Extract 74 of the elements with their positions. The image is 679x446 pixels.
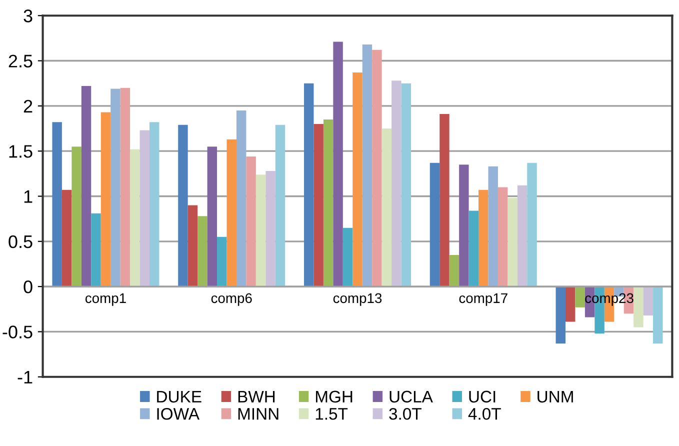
x-tick-label: comp13: [333, 293, 382, 306]
bar: [226, 139, 236, 287]
legend-label: MGH: [316, 390, 352, 403]
legend-label: 3.0T: [389, 408, 422, 420]
bar: [440, 114, 450, 287]
legend-label: MINN: [238, 408, 278, 420]
bar: [430, 162, 440, 287]
y-tick-label: 0.5: [8, 235, 32, 248]
bar: [52, 122, 62, 287]
y-tick-label: 2.5: [8, 54, 32, 68]
bar: [565, 286, 576, 322]
bar: [352, 72, 362, 287]
bar: [527, 162, 537, 287]
legend-label: BWH: [238, 390, 275, 402]
bar: [256, 174, 266, 287]
y-tick-label: 3: [24, 10, 32, 22]
bar: [217, 236, 227, 287]
bar: [643, 286, 654, 316]
bar: [382, 128, 392, 287]
bar: [149, 122, 160, 287]
bar: [459, 164, 469, 287]
y-tick-label: -0.5: [2, 326, 32, 338]
bar: [110, 88, 120, 287]
bar: [372, 50, 382, 287]
bar: [81, 86, 92, 287]
y-tick-label: -1: [18, 370, 32, 384]
bar: [314, 124, 324, 287]
bar: [342, 228, 353, 287]
bar: [333, 42, 343, 287]
bar: [188, 205, 198, 287]
bar: [275, 124, 286, 287]
legend-label: IOWA: [157, 408, 200, 420]
bar: [575, 286, 585, 308]
bar: [120, 88, 130, 287]
bar: [198, 216, 208, 287]
x-tick-label: comp6: [211, 293, 252, 306]
x-tick-label: comp1: [85, 293, 126, 306]
y-tick-label: 2: [24, 100, 32, 112]
legend-label: 4.0T: [468, 408, 501, 420]
bar: [266, 170, 276, 287]
y-tick-label: 1.5: [9, 145, 32, 158]
legend-label: UCI: [469, 390, 496, 403]
bar: [140, 130, 150, 287]
bar: [498, 187, 508, 287]
bar: [130, 149, 140, 287]
legend-label: UCLA: [390, 390, 433, 403]
y-tick-label: 1: [24, 190, 32, 203]
bar: [323, 119, 334, 287]
bar: [468, 210, 479, 287]
legend-label: UNM: [538, 390, 573, 403]
bar: [100, 112, 111, 287]
bar: [304, 83, 314, 287]
x-tick-label: comp17: [459, 293, 508, 306]
bar: [362, 44, 372, 287]
bar: [488, 166, 498, 287]
bar: [478, 190, 488, 287]
bar: [508, 198, 518, 287]
bar: [236, 110, 246, 287]
bar: [178, 124, 188, 287]
bar: [449, 254, 460, 287]
bar: [246, 156, 256, 287]
bar: [392, 80, 402, 287]
bar: [62, 190, 72, 287]
bar: [634, 286, 644, 328]
bar: [517, 185, 528, 287]
bar: [72, 146, 82, 287]
y-tick-label: 0: [24, 280, 32, 294]
bar: [653, 286, 663, 344]
bar: [401, 83, 411, 287]
bar: [207, 146, 218, 287]
legend-label: 1.5T: [316, 408, 348, 420]
bar: [556, 286, 566, 344]
legend-label: DUKE: [157, 390, 202, 403]
bar: [91, 213, 101, 287]
